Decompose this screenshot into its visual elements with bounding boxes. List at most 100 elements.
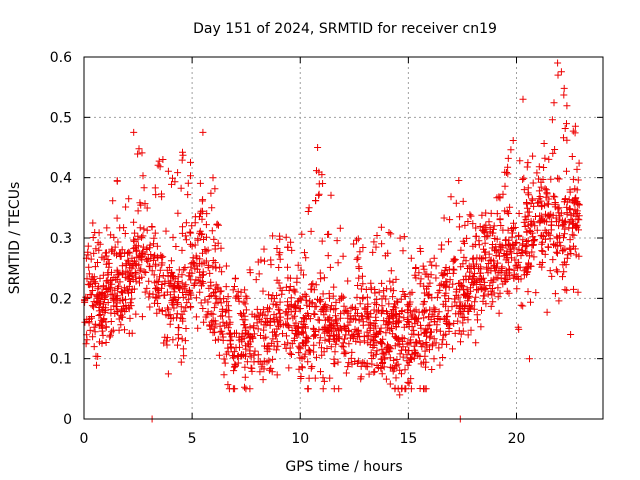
data-point [523, 270, 531, 278]
data-point [411, 350, 419, 358]
data-point [98, 327, 106, 335]
data-point [324, 252, 332, 260]
data-point [494, 284, 502, 292]
data-point [472, 293, 480, 301]
data-point [520, 186, 528, 194]
data-point [288, 351, 295, 358]
data-point [529, 241, 537, 249]
data-point [88, 313, 95, 320]
data-point [213, 220, 221, 228]
data-point [377, 223, 385, 231]
data-point [536, 218, 544, 226]
data-point [272, 313, 280, 321]
data-point [286, 274, 294, 282]
data-point [408, 323, 416, 331]
data-point [241, 363, 249, 371]
data-point [400, 314, 408, 322]
data-point [283, 315, 291, 323]
data-point [421, 307, 428, 315]
data-point [384, 341, 391, 349]
data-point [341, 348, 349, 356]
data-point [312, 281, 320, 289]
data-point [132, 260, 140, 268]
data-point [373, 232, 381, 239]
data-point [240, 298, 248, 306]
data-point [357, 362, 365, 370]
data-point [438, 241, 446, 249]
data-point [146, 303, 154, 311]
data-point [145, 262, 153, 270]
data-point [104, 256, 112, 263]
data-point [136, 267, 144, 275]
data-point [442, 282, 450, 290]
data-point [224, 324, 232, 332]
data-point [84, 242, 92, 250]
x-tick-label: 10 [291, 431, 309, 447]
data-point [242, 345, 250, 353]
data-point [274, 306, 282, 314]
data-point [490, 289, 498, 297]
data-point [354, 333, 362, 341]
data-point [507, 146, 515, 154]
data-point [312, 331, 319, 339]
data-point [563, 167, 570, 175]
data-point [218, 268, 226, 276]
data-point [396, 234, 404, 242]
data-point [415, 331, 423, 339]
data-point [426, 332, 434, 340]
data-point [440, 331, 448, 339]
data-point [407, 385, 415, 393]
data-point [567, 331, 575, 338]
data-point [356, 300, 364, 308]
data-point [206, 269, 214, 277]
data-point [318, 344, 325, 352]
data-point [548, 218, 556, 226]
data-point [164, 304, 171, 312]
data-point [176, 284, 184, 292]
data-point [164, 306, 172, 314]
data-point [574, 288, 582, 296]
data-point [393, 335, 401, 342]
data-point [467, 326, 475, 334]
data-point [473, 254, 481, 262]
data-point [327, 322, 335, 330]
data-point [359, 294, 367, 302]
data-point [158, 281, 166, 288]
data-point [320, 348, 328, 356]
data-point [371, 332, 379, 340]
data-point [187, 276, 195, 284]
data-point [156, 266, 164, 274]
data-point [282, 233, 290, 241]
data-point [445, 327, 453, 335]
data-point [407, 254, 415, 262]
data-point [184, 179, 192, 187]
data-point [385, 319, 393, 327]
data-point [302, 254, 310, 262]
data-point [333, 237, 341, 245]
data-point [220, 371, 228, 379]
data-point [350, 240, 358, 248]
y-tick-label: 0.4 [50, 171, 72, 187]
data-point [445, 283, 453, 291]
data-point [344, 363, 352, 371]
data-point [319, 180, 327, 187]
data-point [113, 295, 121, 302]
data-point [114, 284, 121, 292]
data-point [218, 330, 226, 338]
data-point [166, 320, 174, 328]
data-point [295, 349, 303, 357]
data-point [192, 313, 200, 321]
data-point [242, 292, 250, 300]
data-point [202, 313, 210, 321]
data-point [152, 260, 160, 268]
data-point [365, 370, 373, 378]
data-point [118, 246, 126, 254]
data-point [407, 339, 415, 347]
data-point [519, 95, 527, 103]
data-point [503, 276, 511, 283]
data-point [212, 336, 219, 344]
data-point [434, 313, 442, 320]
data-point [246, 323, 254, 331]
data-point [205, 261, 213, 269]
data-point [457, 310, 465, 318]
